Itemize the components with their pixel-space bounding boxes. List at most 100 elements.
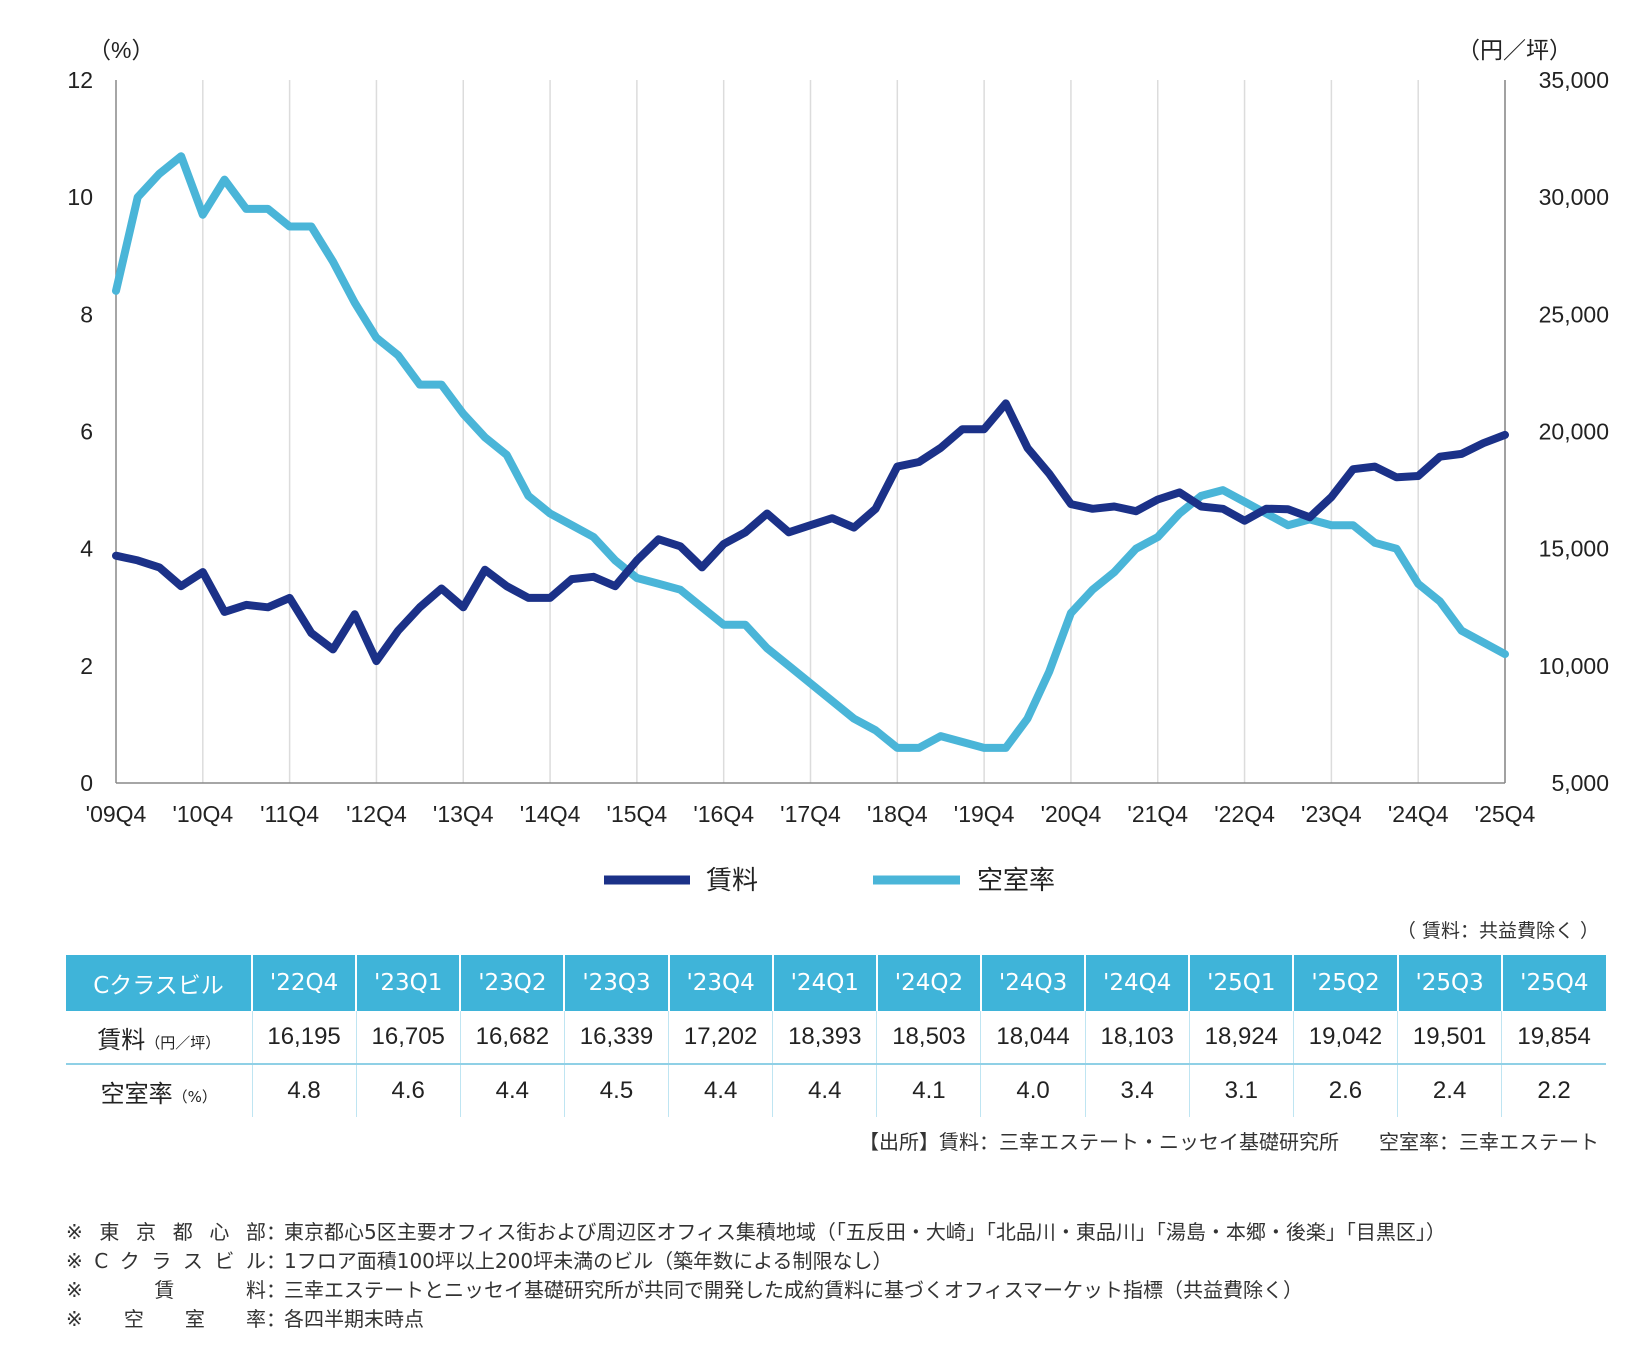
right-tick-label: 20,000 xyxy=(1539,419,1609,445)
footnote-separator: ： xyxy=(266,1278,286,1302)
footnote-row: ※ 空室率：各四半期末時点 xyxy=(66,1305,1446,1334)
vacancy-cell: 4.0 xyxy=(980,1064,1086,1117)
series xyxy=(112,152,1509,752)
x-tick-label: '12Q4 xyxy=(346,801,407,827)
right-tick-label: 5,000 xyxy=(1551,770,1609,796)
x-tick-label: '20Q4 xyxy=(1041,801,1102,827)
vacancy-cell: 4.4 xyxy=(668,1064,774,1117)
table-header-cell: '24Q3 xyxy=(980,955,1087,1011)
footnote-label: ※ C クラスビル xyxy=(66,1249,266,1273)
x-tick-label: '22Q4 xyxy=(1214,801,1275,827)
footnote-row: ※ 賃料：三幸エステートとニッセイ基礎研究所が共同で開発した成約賃料に基づくオフィ… xyxy=(66,1276,1446,1305)
x-tick-label: '24Q4 xyxy=(1388,801,1449,827)
x-tick-label: '19Q4 xyxy=(954,801,1015,827)
left-tick-label: 4 xyxy=(80,536,93,562)
rent-cell: 18,393 xyxy=(772,1011,878,1065)
table-header-cell: '25Q2 xyxy=(1293,955,1399,1011)
table-header-row: Cクラスビル '22Q4'23Q1'23Q2'23Q3'23Q4'24Q1'24… xyxy=(66,955,1606,1011)
left-tick-label: 8 xyxy=(80,301,93,327)
x-tick-label: '25Q4 xyxy=(1475,801,1536,827)
vacancy-cell: 4.8 xyxy=(252,1064,357,1117)
vacancy-cell: 4.4 xyxy=(772,1064,878,1117)
rent-label: 賃料 xyxy=(97,1025,146,1054)
right-tick-label: 10,000 xyxy=(1539,653,1609,679)
rent-cell: 18,924 xyxy=(1189,1011,1294,1065)
footnote-row: ※ C クラスビル： 1フロア面積100坪以上200坪未満のビル（築年数による制限な… xyxy=(66,1247,1446,1276)
x-tick-label: '15Q4 xyxy=(607,801,668,827)
table-header-cell: '23Q2 xyxy=(460,955,566,1011)
grid xyxy=(202,80,1506,783)
left-axis-title: （%） xyxy=(88,37,154,63)
table-header-cell: '23Q1 xyxy=(356,955,462,1011)
rent-row-label: 賃料（円／坪） xyxy=(66,1011,253,1065)
footnote-text: 三幸エステートとニッセイ基礎研究所が共同で開発した成約賃料に基づくオフィスマーケ… xyxy=(284,1278,1303,1302)
left-axis-ticks: 0 2 4 6 8 10 12 xyxy=(67,67,93,796)
footnote-label: ※ 賃料 xyxy=(66,1278,266,1302)
footnote-separator: ： xyxy=(266,1220,286,1244)
left-tick-label: 0 xyxy=(80,770,93,796)
series-line-vacancy xyxy=(112,152,1509,752)
left-tick-label: 10 xyxy=(67,184,93,210)
footnote-label: ※ 東京都心部 xyxy=(66,1220,266,1244)
rent-cell: 19,854 xyxy=(1501,1011,1606,1065)
legend-label-vacancy: 空室率 xyxy=(977,866,1055,896)
table-header-cell: '24Q2 xyxy=(876,955,982,1011)
vacancy-cell: 4.4 xyxy=(460,1064,565,1117)
rent-cell: 16,339 xyxy=(564,1011,670,1065)
rent-cell: 18,503 xyxy=(876,1011,982,1065)
legend: 賃料 空室率 xyxy=(604,866,1055,896)
vacancy-cell: 4.6 xyxy=(356,1064,461,1117)
footnote-text: 東京都心5区主要オフィス街および周辺区オフィス集積地域（「五反田・大崎」「北品川… xyxy=(284,1220,1446,1244)
x-axis-ticks: '09Q4 '10Q4 '11Q4 '12Q4 '13Q4 '14Q4 '15Q4 '16Q4… xyxy=(86,801,1536,827)
vacancy-cell: 3.4 xyxy=(1085,1064,1190,1117)
source-note: 【出所】賃料：三幸エステート・ニッセイ基礎研究所 空室率：三幸エステート xyxy=(859,1130,1599,1154)
rent-cell: 18,103 xyxy=(1085,1011,1190,1065)
footnotes: ※ 東京都心部：東京都心5区主要オフィス街および周辺区オフィス集積地域（「五反田・… xyxy=(66,1218,1446,1334)
table-header-cell: '25Q1 xyxy=(1189,955,1295,1011)
x-tick-label: '16Q4 xyxy=(693,801,754,827)
table-header-cell: '25Q4 xyxy=(1501,955,1606,1011)
left-tick-label: 2 xyxy=(80,653,93,679)
table-header-cell: '23Q3 xyxy=(564,955,670,1011)
footnote-label: ※ 空室率 xyxy=(66,1307,266,1331)
vacancy-cell: 3.1 xyxy=(1189,1064,1294,1117)
table-header-cell: '24Q1 xyxy=(772,955,878,1011)
vacancy-row-label: 空室率（%） xyxy=(66,1064,253,1117)
x-tick-label: '09Q4 xyxy=(86,801,147,827)
table-header-cell: '23Q4 xyxy=(668,955,774,1011)
table-header-first: Cクラスビル xyxy=(66,955,253,1011)
x-tick-label: '21Q4 xyxy=(1127,801,1188,827)
right-tick-label: 25,000 xyxy=(1539,301,1609,327)
x-tick-label: '10Q4 xyxy=(172,801,233,827)
rent-cell: 19,042 xyxy=(1293,1011,1399,1065)
right-axis-title: （円／坪） xyxy=(1457,37,1572,63)
footnote-row: ※ 東京都心部：東京都心5区主要オフィス街および周辺区オフィス集積地域（「五反田・… xyxy=(66,1218,1446,1247)
vacancy-unit: （%） xyxy=(172,1087,217,1106)
left-tick-label: 6 xyxy=(80,419,93,445)
vacancy-cell: 4.1 xyxy=(876,1064,982,1117)
x-tick-label: '13Q4 xyxy=(433,801,494,827)
vacancy-cell: 2.2 xyxy=(1537,1077,1571,1104)
footnote-text: 1フロア面積100坪以上200坪未満のビル（築年数による制限なし） xyxy=(284,1249,893,1273)
right-axis-ticks: 5,000 10,000 15,000 20,000 25,000 30,000 35,00… xyxy=(1539,67,1609,796)
chart: （%） （円／坪） 0 2 4 6 8 10 12 5,000 10,000 15,000 20,… xyxy=(67,37,1609,896)
x-tick-label: '18Q4 xyxy=(867,801,928,827)
x-tick-label: '14Q4 xyxy=(520,801,581,827)
footnote-separator: ： xyxy=(266,1249,286,1273)
series-line-rent xyxy=(112,399,1509,666)
rent-cell: 16,705 xyxy=(356,1011,461,1065)
data-table: Cクラスビル '22Q4'23Q1'23Q2'23Q3'23Q4'24Q1'24… xyxy=(66,955,1606,1117)
x-tick-label: '23Q4 xyxy=(1301,801,1362,827)
left-tick-label: 12 xyxy=(67,67,93,93)
vacancy-cell: 4.5 xyxy=(564,1064,670,1117)
right-tick-label: 30,000 xyxy=(1539,184,1609,210)
footnote-text: 各四半期末時点 xyxy=(284,1307,424,1331)
rent-cell: 16,682 xyxy=(460,1011,565,1065)
rent-cell: 17,202 xyxy=(668,1011,774,1065)
footnote-separator: ： xyxy=(266,1307,286,1331)
table-header-cell: '25Q3 xyxy=(1397,955,1503,1011)
table-row-rent: 賃料（円／坪） 16,195 16,705 16,682 16,339 17,202 18… xyxy=(66,1011,1606,1065)
rent-cell: 16,195 xyxy=(252,1011,357,1065)
rent-cell: 18,044 xyxy=(980,1011,1086,1065)
x-tick-label: '17Q4 xyxy=(780,801,841,827)
